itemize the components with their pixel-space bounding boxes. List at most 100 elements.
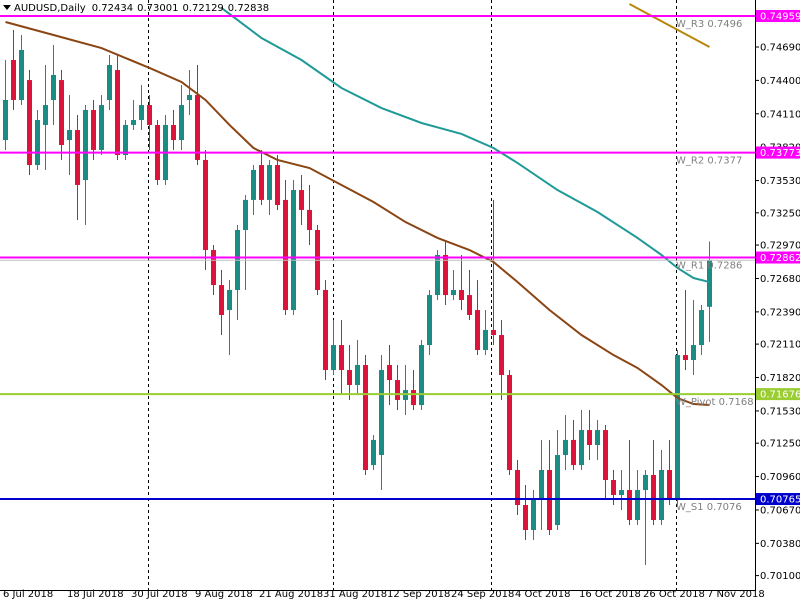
candle-body bbox=[435, 254, 440, 296]
candle-body bbox=[619, 490, 624, 495]
candle-body bbox=[307, 209, 312, 230]
candle-body bbox=[683, 355, 688, 361]
period-separators bbox=[148, 0, 677, 590]
y-tick-label: 0.70380 bbox=[760, 539, 800, 550]
level-label: W_S1 0.7076 bbox=[676, 502, 742, 513]
candle-body bbox=[339, 345, 344, 371]
candle-body bbox=[555, 455, 560, 526]
candle-body bbox=[515, 469, 520, 506]
y-tick-label: 0.70100 bbox=[760, 571, 800, 582]
candle-body bbox=[3, 99, 8, 141]
level-price-box bbox=[756, 146, 800, 159]
candle-body bbox=[291, 190, 296, 311]
candle-body bbox=[451, 289, 456, 296]
candle-body bbox=[675, 355, 680, 500]
candle-body bbox=[179, 105, 184, 141]
level-price-box bbox=[756, 388, 800, 401]
y-tick-label: 0.70670 bbox=[760, 505, 800, 516]
x-tick-label: 18 Jul 2018 bbox=[67, 589, 124, 600]
candle-body bbox=[387, 364, 392, 381]
candle-body bbox=[443, 254, 448, 296]
candle-body bbox=[579, 430, 584, 466]
x-tick-label: 7 Nov 2018 bbox=[707, 589, 765, 600]
candle-body bbox=[667, 469, 672, 500]
y-tick-label: 0.71820 bbox=[760, 373, 800, 384]
y-tick-label: 0.71530 bbox=[760, 406, 800, 417]
candle-body bbox=[587, 430, 592, 446]
candle-body bbox=[107, 64, 112, 100]
level-price-box bbox=[756, 251, 800, 264]
candle-body bbox=[627, 490, 632, 520]
level-label: W_R1 0.7286 bbox=[676, 261, 742, 272]
x-tick-label: 26 Oct 2018 bbox=[643, 589, 705, 600]
x-tick-label: 24 Sep 2018 bbox=[451, 589, 514, 600]
x-tick-label: 12 Sep 2018 bbox=[387, 589, 450, 600]
y-tick-label: 0.72680 bbox=[760, 274, 800, 285]
candle-body bbox=[371, 439, 376, 466]
chart-header: AUDUSD,Daily 0.72434 0.73001 0.72129 0.72838 bbox=[14, 3, 269, 14]
candle-body bbox=[531, 499, 536, 530]
level-label: W_Pivot 0.7168 bbox=[676, 397, 754, 408]
candle-body bbox=[411, 390, 416, 406]
candle-body bbox=[51, 74, 56, 100]
candle-body bbox=[35, 120, 40, 166]
candle-body bbox=[259, 165, 264, 200]
candle-body bbox=[19, 49, 24, 100]
candle-body bbox=[603, 430, 608, 481]
candle-body bbox=[59, 80, 64, 145]
candle-body bbox=[355, 364, 360, 386]
candle-body bbox=[195, 95, 200, 160]
candle-body bbox=[467, 295, 472, 315]
candle-body bbox=[131, 120, 136, 125]
y-tick-label: 0.71250 bbox=[760, 439, 800, 450]
level-price-label: 0.71676 bbox=[760, 390, 800, 401]
candle-body bbox=[219, 285, 224, 315]
y-tick-label: 0.70960 bbox=[760, 472, 800, 483]
candle-body bbox=[91, 109, 96, 150]
level-price-label: 0.70765 bbox=[760, 495, 800, 506]
candle-body bbox=[83, 109, 88, 181]
candle-body bbox=[99, 105, 104, 150]
y-tick-label: 0.73250 bbox=[760, 208, 800, 219]
candle-body bbox=[11, 60, 16, 100]
header-close: 0.72838 bbox=[228, 3, 269, 14]
candle-body bbox=[395, 380, 400, 400]
candle-body bbox=[595, 430, 600, 446]
candle-body bbox=[363, 364, 368, 470]
header-high: 0.73001 bbox=[137, 3, 178, 14]
symbol-title: AUDUSD,Daily bbox=[14, 3, 86, 14]
candle-body bbox=[347, 370, 352, 386]
candle-body bbox=[75, 130, 80, 185]
candle-body bbox=[571, 439, 576, 466]
y-tick-label: 0.72390 bbox=[760, 307, 800, 318]
candle-body bbox=[483, 329, 488, 350]
candle-body bbox=[211, 250, 216, 286]
x-tick-label: 9 Aug 2018 bbox=[195, 589, 253, 600]
menu-triangle bbox=[3, 5, 11, 10]
level-label: W_R3 0.7496 bbox=[676, 19, 742, 30]
x-tick-label: 30 Jul 2018 bbox=[131, 589, 188, 600]
candle-body bbox=[275, 165, 280, 205]
y-tick-label: 0.72110 bbox=[760, 340, 800, 351]
candle-body bbox=[331, 345, 336, 371]
candle-body bbox=[299, 190, 304, 210]
candle-body bbox=[699, 310, 704, 346]
moving-average bbox=[629, 3, 710, 48]
candle-body bbox=[707, 260, 712, 307]
candle-body bbox=[379, 370, 384, 456]
candle-body bbox=[43, 105, 48, 125]
candle-body bbox=[507, 374, 512, 470]
candle-body bbox=[267, 165, 272, 200]
candle-body bbox=[187, 95, 192, 100]
level-price-label: 0.74959 bbox=[760, 12, 800, 23]
candle-body bbox=[227, 289, 232, 311]
candle-body bbox=[251, 169, 256, 200]
x-tick-label: 31 Aug 2018 bbox=[323, 589, 387, 600]
candle-body bbox=[27, 80, 32, 166]
moving-average bbox=[220, 7, 710, 284]
header-open: 0.72434 bbox=[92, 3, 133, 14]
moving-average bbox=[5, 21, 710, 407]
candle-body bbox=[203, 159, 208, 251]
candle-body bbox=[459, 289, 464, 301]
